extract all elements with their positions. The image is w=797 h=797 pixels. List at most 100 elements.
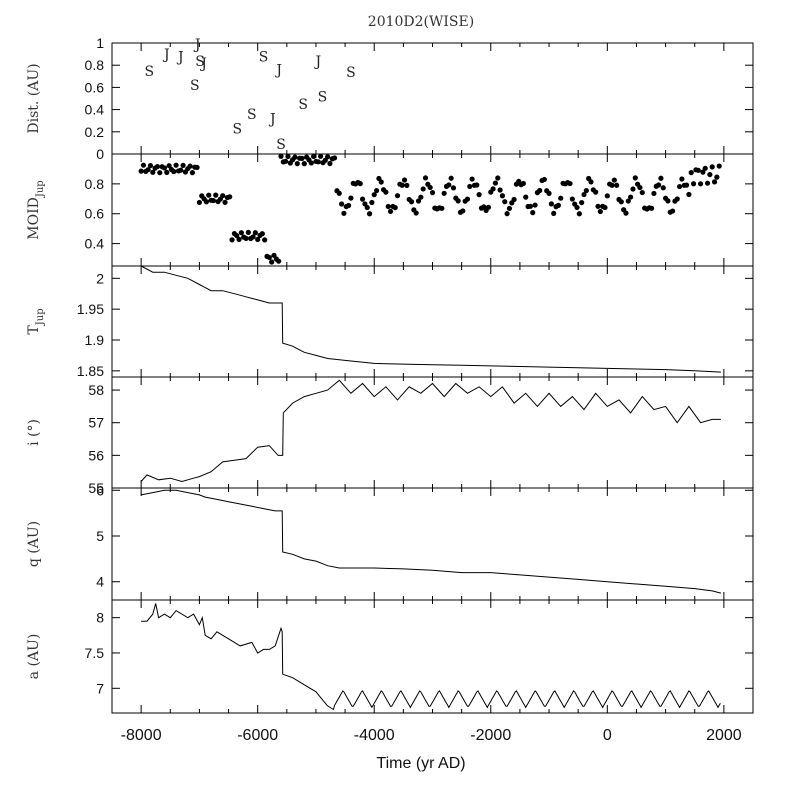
moid-point [464,196,471,202]
moid-point [171,168,177,175]
encounter-label: S [247,107,257,123]
moid-point [523,194,529,200]
moid-point [630,186,636,192]
y-axis-label-text: a (AU) [26,634,42,680]
moid-point [569,196,575,202]
y-tick-label: 4 [96,574,104,590]
moid-point [157,170,163,176]
moid-point [285,153,291,160]
moid-point [387,208,394,215]
y-tick-label: 56 [88,447,104,463]
moid-point [220,193,226,199]
moid-point [154,163,161,170]
moid-point [348,195,354,201]
moid-point [245,229,251,236]
y-tick-label: 1.9 [85,332,105,348]
moid-point [618,199,624,205]
encounter-label: J [176,49,184,65]
y-axis-label: Dist. (AU) [26,63,42,133]
moid-point [315,159,321,165]
moid-point [551,210,557,216]
moid-point [357,181,363,187]
y-axis-label-text: i (°) [26,419,42,446]
y-tick-label: 0.2 [85,124,105,140]
moid-point [597,208,603,215]
encounter-label: S [232,121,242,137]
moid-point [278,153,284,159]
moid-point [373,187,380,194]
x-tick-label: -2000 [470,727,511,744]
moid-point [665,198,671,204]
moid-point [392,205,398,211]
y-axis-label: q (AU) [26,521,42,567]
moid-point [259,231,265,237]
moid-point [604,193,610,199]
moid-point [413,210,419,216]
y-tick-label: 7 [96,680,104,696]
moid-point [632,175,638,181]
y-tick-label: 8 [96,610,104,626]
series-line [140,379,721,483]
moid-point [450,185,457,191]
moid-point [439,205,445,211]
moid-point [345,202,352,209]
encounter-label: S [276,137,286,153]
moid-point [236,236,242,242]
moid-point [166,163,172,169]
encounter-label: S [190,78,200,94]
moid-point [707,171,713,178]
moid-point [716,163,722,169]
moid-point [276,258,282,264]
moid-point [427,184,433,191]
moid-point [511,196,517,203]
moid-point [383,189,389,195]
moid-point [704,180,711,186]
moid-point [469,176,475,182]
y-tick-label: 55 [88,480,104,496]
moid-point [206,192,212,198]
y-tick-label: 1.85 [77,363,104,379]
moid-point [327,160,333,167]
moid-point [709,164,715,170]
moid-point [150,169,156,175]
moid-point [506,205,513,212]
y-axis-label: a (AU) [26,634,42,680]
moid-point [448,175,454,181]
moid-point [385,203,391,210]
moid-point [690,181,697,187]
panel-frame [111,153,754,267]
moid-point [369,199,375,206]
moid-point [567,180,573,187]
encounter-label: S [298,97,308,113]
moid-point [371,192,377,198]
moid-point [558,195,564,201]
panel-frame [111,487,754,601]
moid-point [588,179,594,185]
moid-point [401,177,408,183]
y-axis-label-text: q (AU) [26,521,42,567]
moid-point [679,176,685,182]
y-tick-label: 1 [96,35,104,51]
moid-point [714,174,720,180]
moid-point [541,176,547,183]
moid-point [394,193,401,199]
moid-point [283,158,289,164]
moid-point [161,165,168,171]
y-tick-label: 0.6 [85,206,105,222]
moid-point [308,160,314,166]
series-line [141,603,721,711]
moid-point [341,210,347,216]
moid-point [651,190,657,197]
moid-point [178,167,184,173]
moid-point [422,175,429,181]
moid-point [555,202,561,208]
moid-point [415,198,422,204]
moid-point [537,187,543,194]
moid-point [243,235,249,241]
encounter-label: S [144,64,154,80]
moid-point [581,191,587,198]
moid-point [583,187,589,194]
panel-frame [111,42,754,155]
